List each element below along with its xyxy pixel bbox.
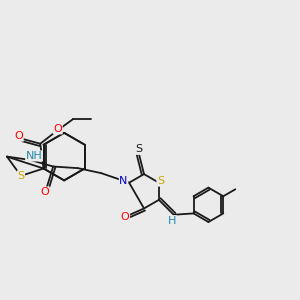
Text: H: H (168, 216, 176, 226)
Text: N: N (119, 176, 128, 186)
Text: O: O (53, 124, 62, 134)
Text: S: S (157, 176, 164, 186)
Text: S: S (135, 144, 142, 154)
Text: S: S (17, 171, 25, 181)
Text: O: O (40, 187, 49, 197)
Text: O: O (121, 212, 130, 222)
Text: O: O (14, 131, 23, 141)
Text: NH: NH (26, 151, 42, 161)
